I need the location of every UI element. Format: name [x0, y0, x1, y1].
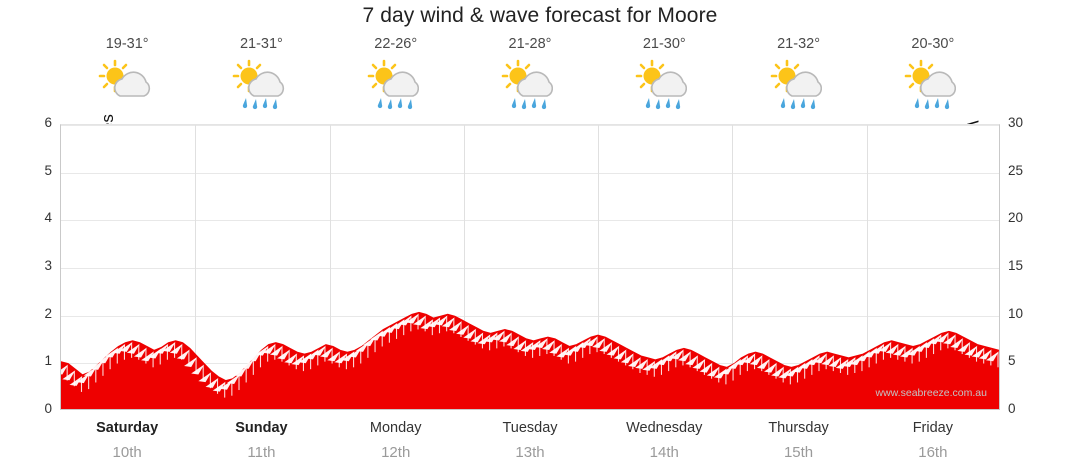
day-date-label: 11th	[247, 444, 276, 461]
day-name-label: Sunday	[235, 420, 288, 436]
day-temperature-range: 20-30°	[911, 36, 955, 52]
gridline	[61, 315, 999, 317]
day-date-label: 13th	[515, 444, 545, 461]
day-column-tuesday: 21-28°	[463, 36, 597, 112]
day-temperature-range: 21-32°	[777, 36, 820, 52]
y-tick-left: 4	[44, 210, 52, 226]
sun-cloud-rain-icon	[329, 58, 463, 112]
y-tick-left: 5	[44, 162, 52, 178]
day-column-thursday: 21-32°	[732, 36, 866, 112]
plot-area: www.seabreeze.com.au	[60, 124, 1000, 410]
sun-cloud-rain-icon	[194, 58, 328, 112]
sun-cloud-rain-icon	[866, 58, 1000, 112]
day-temperature-range: 22-26°	[374, 36, 418, 52]
y-tick-left: 1	[44, 353, 52, 369]
gridline	[61, 220, 999, 222]
day-column-monday: 22-26°	[329, 36, 463, 112]
day-name-label: Friday	[912, 420, 953, 436]
y-tick-right: 15	[1008, 258, 1024, 273]
sun-cloud-rain-icon	[463, 58, 597, 112]
day-name-label: Thursday	[768, 420, 829, 436]
day-name-label: Wednesday	[626, 420, 703, 436]
day-temperature-range: 19-31°	[105, 36, 149, 52]
day-temperature-range: 21-30°	[642, 36, 686, 52]
day-name-label: Tuesday	[502, 420, 558, 436]
day-column-saturday: 19-31°	[60, 36, 194, 112]
y-tick-left: 0	[44, 401, 52, 416]
sun-cloud-rain-icon	[732, 58, 866, 112]
day-column-friday: 20-30°	[866, 36, 1000, 112]
y-tick-right: 30	[1008, 115, 1024, 130]
day-temperature-range: 21-28°	[508, 36, 552, 52]
day-separator	[463, 125, 465, 409]
gridline	[61, 268, 999, 269]
day-temperature-range: 21-31°	[239, 36, 283, 52]
sun-cloud-rain-icon	[597, 58, 731, 112]
y-tick-right: 25	[1008, 162, 1024, 178]
y-tick-right: 20	[1008, 210, 1024, 226]
y-tick-right: 10	[1008, 305, 1024, 321]
day-column-sunday: 21-31°	[194, 36, 328, 112]
day-separator	[866, 125, 868, 409]
wind-wave-series	[61, 311, 999, 409]
y-tick-left: 6	[44, 115, 52, 130]
wind-direction-arrows	[61, 313, 999, 398]
day-date-label: 16th	[918, 444, 948, 461]
day-separator	[732, 125, 734, 409]
gridline	[61, 125, 999, 126]
y-tick-right: 5	[1008, 353, 1016, 369]
day-date-label: 10th	[112, 444, 142, 461]
day-name-label: Saturday	[96, 420, 159, 436]
day-separator	[329, 125, 331, 409]
day-column-wednesday: 21-30°	[597, 36, 731, 112]
y-tick-left: 3	[44, 258, 52, 273]
sun-cloud-icon	[60, 58, 194, 112]
day-date-label: 15th	[783, 444, 814, 461]
day-separator	[598, 125, 600, 409]
day-date-label: 12th	[381, 444, 411, 461]
day-separator	[195, 125, 197, 409]
y-tick-left: 2	[44, 305, 52, 321]
gridline	[61, 172, 999, 174]
day-name-label: Monday	[369, 420, 422, 436]
y-tick-right: 0	[1008, 401, 1016, 416]
day-date-label: 14th	[649, 444, 679, 461]
wind-speed-area	[61, 311, 999, 409]
page-title: 7 day wind & wave forecast for Moore	[362, 4, 718, 27]
watermark: www.seabreeze.com.au	[875, 387, 987, 399]
